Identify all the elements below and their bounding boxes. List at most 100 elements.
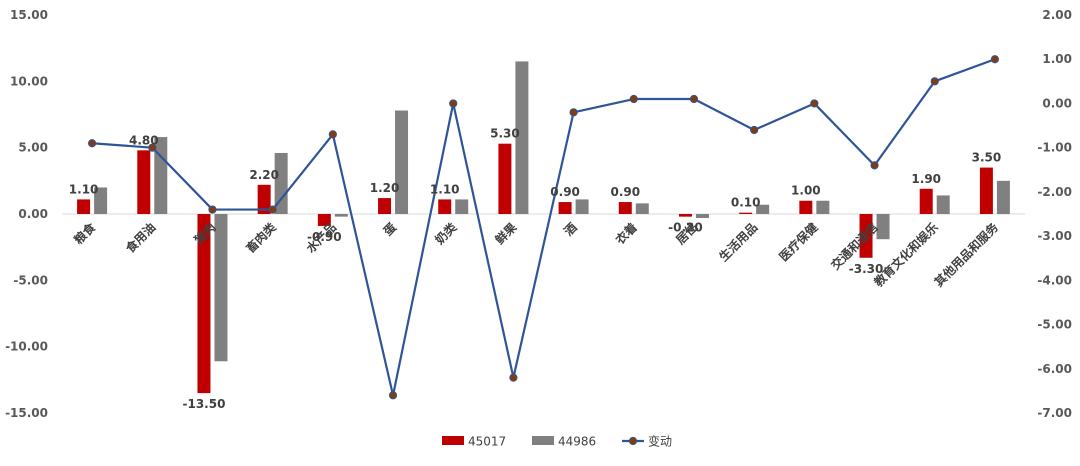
y-left-tick-label: 10.00 — [10, 74, 48, 88]
line-marker-15 — [990, 55, 1000, 64]
data-label-group: 1.10 4.80 -13.50 2.20 -0.90 1.20 1.10 5.30 0.90 0… — [69, 127, 1001, 411]
category-label-0: 粮食 — [71, 219, 99, 247]
category-label-5: 蛋 — [381, 220, 399, 238]
data-label-14: 1.90 — [911, 172, 941, 186]
data-label-11: 0.10 — [731, 196, 761, 210]
line-marker-6 — [449, 99, 458, 108]
category-label-3: 畜肉类 — [243, 219, 280, 256]
bar-45017-12 — [799, 200, 813, 214]
line-change-path — [92, 58, 996, 397]
right-axis-ticks: 2.00 1.00 0.00 -1.00 -2.00 -3.00 -4.00 -5.00 -6.… — [1037, 8, 1072, 420]
y-right-tick-label: -5.00 — [1037, 318, 1072, 332]
line-marker-0 — [87, 139, 97, 148]
category-label-1: 食用油 — [122, 220, 159, 257]
bar-44986-10 — [695, 214, 709, 218]
bar-45017-5 — [378, 198, 392, 214]
legend-swatch-1 — [532, 436, 554, 445]
y-left-tick-label: -15.00 — [5, 406, 48, 420]
bar-44986-1 — [154, 137, 168, 214]
category-label-9: 衣着 — [612, 220, 640, 248]
data-label-5: 1.20 — [370, 181, 400, 195]
data-label-4: -0.90 — [307, 230, 342, 244]
data-label-6: 1.10 — [430, 182, 460, 196]
y-right-tick-label: 2.00 — [1042, 8, 1072, 22]
line-marker-11 — [750, 125, 759, 135]
line-marker-5 — [388, 391, 398, 400]
data-label-9: 0.90 — [610, 185, 640, 199]
bar-44986-3 — [274, 152, 288, 214]
bar-44986-14 — [936, 195, 950, 214]
bar-45017-8 — [558, 202, 572, 214]
category-label-8: 酒 — [561, 220, 579, 238]
legend-label-0: 45017 — [468, 435, 506, 449]
bar-44986-2 — [214, 214, 228, 362]
data-label-7: 5.30 — [490, 127, 520, 141]
y-left-tick-label: 0.00 — [18, 207, 48, 221]
line-marker-3 — [268, 205, 277, 214]
bar-45017-7 — [498, 143, 512, 214]
bar-44986-8 — [575, 199, 589, 214]
bar-45017-1 — [137, 150, 151, 214]
y-right-tick-label: 1.00 — [1042, 52, 1072, 66]
y-left-tick-label: 15.00 — [10, 8, 48, 22]
y-left-tick-label: 5.00 — [18, 141, 48, 155]
data-label-8: 0.90 — [550, 185, 580, 199]
category-label-12: 医疗保健 — [776, 219, 821, 264]
category-label-15: 其他用品和服务 — [931, 219, 1002, 290]
y-right-tick-label: -4.00 — [1037, 273, 1072, 287]
data-label-3: 2.20 — [249, 168, 279, 182]
left-axis-ticks: 15.00 10.00 5.00 0.00 -5.00 -10.00 -15.00 — [5, 8, 48, 420]
bar-45017-0 — [77, 199, 91, 214]
category-label-2: 猪肉 — [190, 220, 218, 248]
bar-45017-3 — [257, 184, 271, 214]
legend-swatch-0 — [442, 436, 464, 445]
legend: 45017 44986 变动 — [442, 434, 672, 449]
line-marker-12 — [810, 99, 819, 108]
data-label-13: -3.30 — [849, 262, 884, 276]
bar-44986-9 — [635, 203, 649, 214]
bar-45017-2 — [197, 214, 211, 394]
bar-45017-11 — [739, 212, 753, 214]
line-marker-9 — [629, 94, 638, 104]
line-marker-14 — [930, 77, 939, 86]
bar-45017-14 — [919, 188, 933, 214]
line-marker-7 — [509, 373, 518, 382]
bar-44986-13 — [876, 214, 890, 240]
bar-series-group — [77, 61, 1010, 394]
bar-44986-4 — [334, 214, 348, 217]
line-marker-10 — [689, 94, 699, 104]
data-label-2: -13.50 — [183, 397, 226, 411]
category-label-6: 奶类 — [432, 219, 460, 247]
legend-label-1: 44986 — [558, 435, 596, 449]
y-right-tick-label: -7.00 — [1037, 406, 1072, 420]
y-left-tick-label: -10.00 — [5, 340, 48, 354]
y-right-tick-label: -2.00 — [1037, 185, 1072, 199]
line-marker-1 — [148, 143, 157, 152]
bar-44986-7 — [515, 61, 529, 214]
bar-44986-0 — [94, 187, 108, 214]
bar-45017-10 — [678, 214, 692, 217]
y-left-tick-label: -5.00 — [13, 273, 48, 287]
y-right-tick-label: -3.00 — [1037, 229, 1072, 243]
line-marker-2 — [208, 205, 217, 214]
y-right-tick-label: -1.00 — [1037, 141, 1072, 155]
bar-44986-11 — [756, 204, 770, 214]
data-label-10: -0.20 — [668, 221, 703, 235]
bar-44986-15 — [996, 180, 1010, 214]
legend-line-marker — [628, 436, 638, 446]
line-marker-8 — [569, 108, 578, 117]
data-label-0: 1.10 — [69, 182, 99, 196]
line-marker-13 — [870, 161, 879, 170]
data-label-15: 3.50 — [972, 151, 1002, 165]
data-label-1: 4.80 — [129, 133, 159, 147]
bar-45017-6 — [438, 199, 452, 214]
line-marker-4 — [328, 130, 337, 139]
bar-45017-9 — [618, 202, 632, 214]
y-right-tick-label: 0.00 — [1042, 96, 1072, 110]
bar-44986-5 — [395, 110, 409, 214]
bar-45017-15 — [979, 167, 993, 214]
bar-44986-6 — [455, 199, 469, 214]
data-label-12: 1.00 — [791, 184, 821, 198]
category-label-7: 鲜果 — [492, 220, 520, 248]
